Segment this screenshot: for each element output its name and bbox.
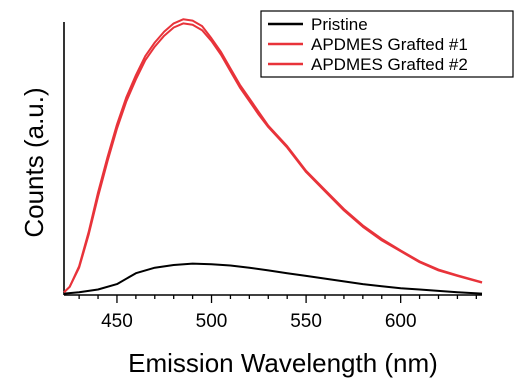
series-line-1 — [63, 22, 483, 294]
x-tick-label: 550 — [290, 311, 322, 332]
y-axis-title: Counts (a.u.) — [19, 87, 49, 237]
axes — [63, 22, 482, 296]
x-tick-label: 600 — [385, 311, 417, 332]
x-tick-label: 500 — [196, 311, 228, 332]
legend-label-0: Pristine — [311, 15, 368, 34]
x-axis-title: Emission Wavelength (nm) — [128, 348, 438, 378]
legend-label-1: APDMES Grafted #1 — [311, 35, 468, 54]
x-tick-label: 450 — [101, 311, 133, 332]
series-layer — [63, 18, 483, 295]
series-line-2 — [63, 18, 483, 294]
legend-label-2: APDMES Grafted #2 — [311, 55, 468, 74]
x-ticks: 450 500 550 600 — [78, 295, 477, 332]
series-line-0 — [63, 262, 483, 295]
